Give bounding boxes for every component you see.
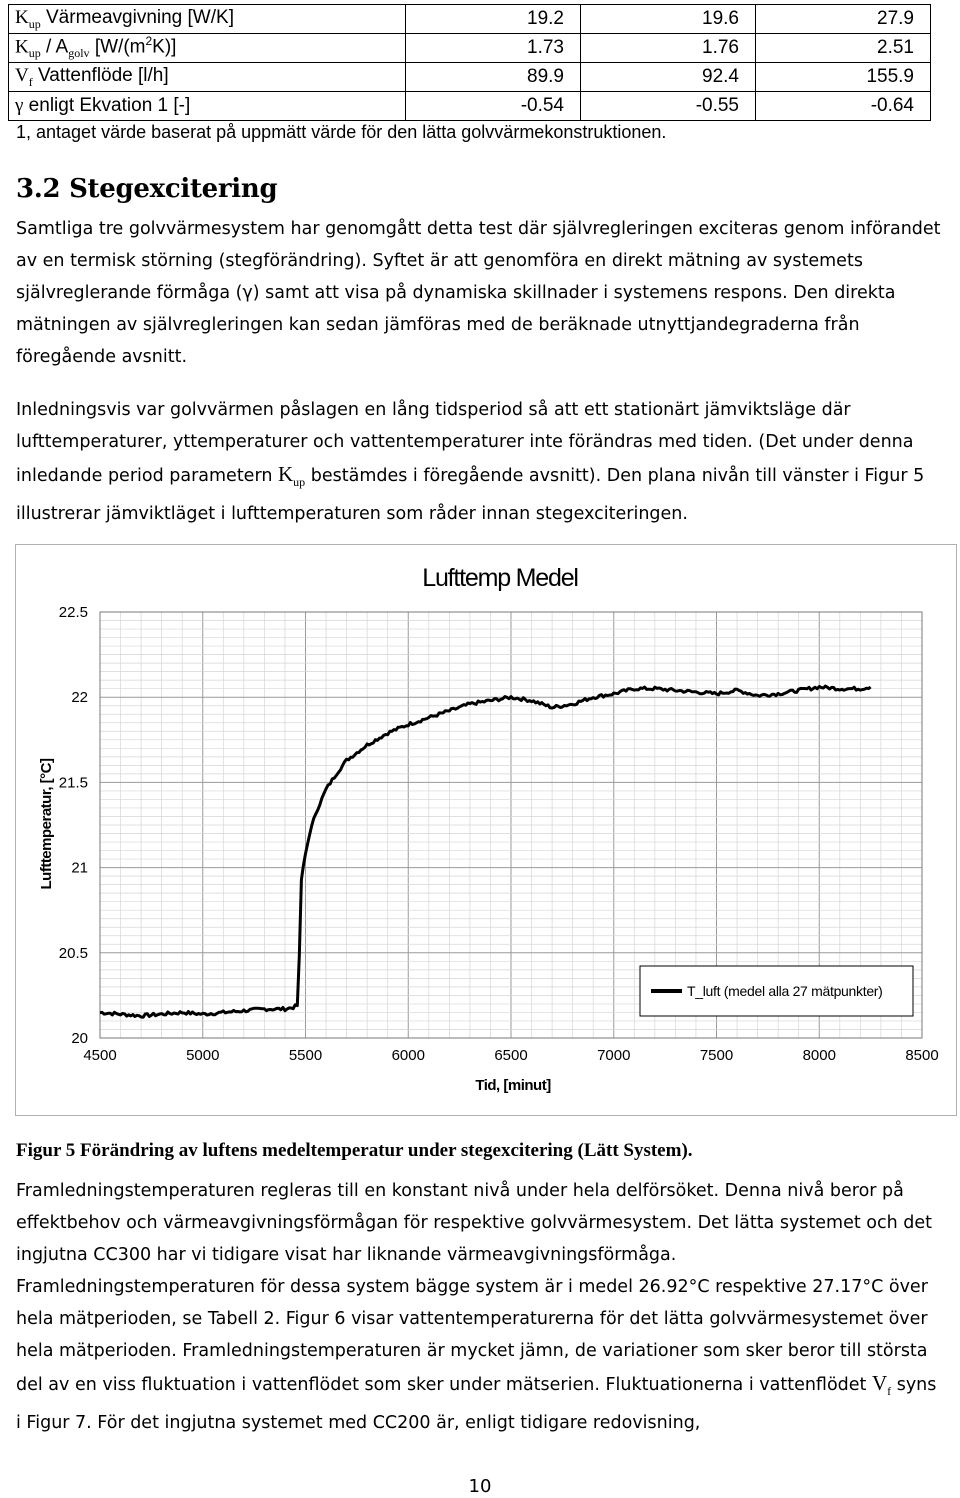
label-label-rest: enligt Ekvation 1 [-]: [23, 95, 191, 116]
kup-subscript: up: [293, 475, 306, 490]
y-tick-label: 22: [71, 689, 88, 706]
label-label-mid: / A: [40, 36, 69, 58]
label-label-sub: f: [28, 74, 33, 89]
table-cell-v1: 19.2: [405, 4, 581, 34]
label-label-sub: up: [28, 46, 41, 61]
label-label-rest: Vattenflöde [l/h]: [32, 64, 169, 86]
section-heading: 3.2 Stegexcitering: [16, 174, 278, 204]
label-label-sub2: golv: [68, 46, 90, 61]
table-cell-v2: -0.55: [580, 91, 756, 121]
paragraph-supply-temp: Framledningstemperaturen regleras till e…: [16, 1175, 946, 1439]
x-tick-label: 7000: [597, 1047, 630, 1064]
table-row: Vf Vattenflöde [l/h] 89.9 92.4 155.9: [8, 62, 931, 92]
table-cell-v2: 1.76: [580, 33, 756, 63]
plot-area: [99, 611, 923, 1039]
figure-caption: Figur 5 Förändring av luftens medeltempe…: [16, 1140, 693, 1161]
paragraph-equilibrium-text: Inledningsvis var golvvärmen påslagen en…: [16, 394, 946, 530]
label-label-sup: 2: [145, 34, 153, 49]
results-table: Kup Värmeavgivning [W/K] 19.2 19.6 27.9 Kup …: [8, 4, 931, 121]
kup-symbol: Kup: [278, 462, 306, 490]
x-tick-label: 5500: [289, 1047, 322, 1064]
legend-label: T_luft (medel alla 27 mätpunkter): [687, 983, 883, 999]
para4-part-a: Framledningstemperaturen för dessa syste…: [16, 1277, 928, 1395]
label-label-rest: [W/(m: [89, 36, 146, 58]
x-tick-label: 5000: [186, 1047, 219, 1064]
table-cell-v1: -0.54: [405, 91, 581, 121]
series-line: [99, 684, 872, 1019]
table-cell-v1: 89.9: [405, 62, 581, 92]
kup-letter: K: [278, 462, 294, 486]
y-tick-label: 22.5: [59, 604, 88, 621]
label-label-main: γ: [15, 95, 24, 116]
y-tick-label: 21: [71, 860, 88, 877]
paragraph-equilibrium: Inledningsvis var golvvärmen påslagen en…: [16, 394, 946, 530]
paragraph-intro-text: Samtliga tre golvvärmesystem har genomgå…: [16, 219, 941, 367]
para2-part-b: bestämdes i föregående avsnitt). Den pla…: [16, 466, 925, 525]
legend-box: [639, 965, 914, 1017]
table-footnote: 1, antaget värde baserat på uppmätt värd…: [16, 122, 667, 142]
para2-part-a: Inledningsvis var golvvärmen påslagen en…: [16, 400, 914, 486]
label-label-main: V: [15, 64, 29, 86]
y-axis-label: Lufttemperatur, [°C]: [38, 758, 55, 890]
x-tick-label: 7500: [700, 1047, 733, 1064]
x-tick-label: 8000: [803, 1047, 836, 1064]
label-label-main: K: [15, 36, 29, 58]
vf-letter: V: [871, 1371, 888, 1395]
table-cell-v3: 2.51: [755, 33, 931, 63]
y-tick-label: 20: [71, 1030, 88, 1047]
table-row: Kup Värmeavgivning [W/K] 19.2 19.6 27.9: [8, 4, 931, 34]
chart-title: Lufttemp Medel: [422, 564, 578, 592]
table-row: Kup / Agolv [W/(m2K)] 1.73 1.76 2.51: [8, 33, 931, 63]
label-label-rest: Värmeavgivning [W/K]: [40, 6, 234, 28]
table-cell-v3: -0.64: [755, 91, 931, 121]
table-row-label: Kup / Agolv [W/(m2K)]: [8, 33, 406, 63]
table-row-label: Vf Vattenflöde [l/h]: [8, 62, 406, 92]
table-cell-v1: 1.73: [405, 33, 581, 63]
paragraph-flow-text: Framledningstemperaturen för dessa syste…: [16, 1271, 946, 1439]
x-tick-label: 8500: [905, 1047, 938, 1064]
x-tick-label: 6000: [392, 1047, 425, 1064]
chart-frame: [15, 544, 957, 1116]
label-label-main: K: [15, 6, 29, 28]
label-label-sub: up: [28, 16, 41, 31]
table-row-label: γ enligt Ekvation 1 [-]: [8, 91, 406, 121]
para4-part-b: syns i Figur 7. För det ingjutna systeme…: [16, 1375, 937, 1434]
table-row: γ enligt Ekvation 1 [-] -0.54 -0.55 -0.64: [8, 91, 931, 121]
label-label-end: K)]: [152, 36, 177, 58]
table-row-label: Kup Värmeavgivning [W/K]: [8, 4, 406, 34]
table-cell-v3: 155.9: [755, 62, 931, 92]
vf-subscript: f: [887, 1384, 892, 1399]
line-chart: 4500 5000 5500 6000 6500 7000 7500 8000 8500 20 20…: [38, 564, 939, 1094]
page-number: 10: [468, 1476, 492, 1497]
x-tick-label: 6500: [494, 1047, 527, 1064]
table-cell-v2: 19.6: [580, 4, 756, 34]
paragraph-supply-temp-text: Framledningstemperaturen regleras till e…: [16, 1181, 933, 1265]
vf-symbol: Vf: [871, 1371, 892, 1399]
paragraph-intro: Samtliga tre golvvärmesystem har genomgå…: [16, 213, 946, 373]
x-tick-label: 4500: [83, 1047, 116, 1064]
y-tick-label: 20.5: [59, 945, 88, 962]
table-cell-v2: 92.4: [580, 62, 756, 92]
table-cell-v3: 27.9: [755, 4, 931, 34]
y-tick-label: 21.5: [59, 774, 88, 791]
x-axis-label: Tid, [minut]: [475, 1077, 551, 1094]
